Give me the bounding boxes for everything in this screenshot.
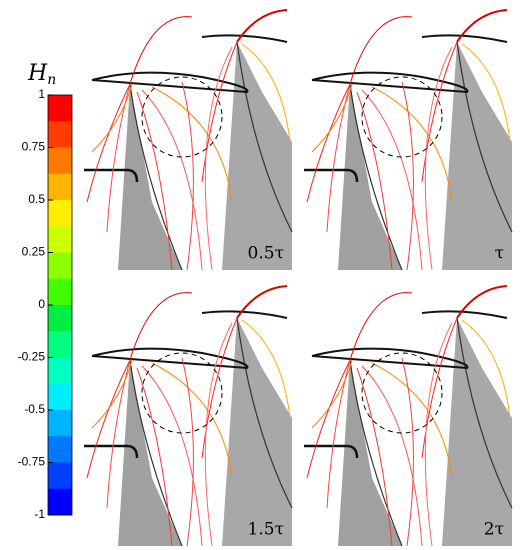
colorbar-symbol: H — [27, 61, 48, 86]
colorbar-band — [48, 95, 72, 122]
colorbar-subscript: n — [47, 72, 56, 88]
colorbar-tick-label: 0.75 — [22, 140, 46, 154]
panel-label: 1.5τ — [248, 520, 284, 540]
colorbar-tick-label: -0.5 — [24, 402, 45, 416]
colorbar-band — [48, 200, 72, 227]
panel-image — [80, 0, 294, 272]
colorbar-band — [48, 488, 72, 516]
colorbar-band — [48, 252, 72, 280]
colorbar-band — [48, 331, 72, 358]
colorbar-band — [48, 226, 72, 253]
panel-image — [80, 276, 294, 548]
colorbar-band — [48, 462, 72, 490]
colorbar-band — [48, 305, 72, 332]
panel: τ — [300, 0, 514, 272]
colorbar-band — [48, 410, 72, 437]
colorbar-band — [48, 383, 72, 411]
panel-label: 0.5τ — [248, 244, 284, 264]
colorbar-tick-label: 0.25 — [22, 245, 46, 259]
colorbar-band — [48, 173, 72, 201]
colorbar-tick-label: -0.25 — [18, 350, 46, 364]
colorbar-band — [48, 121, 72, 148]
colorbar-band — [48, 436, 72, 463]
colorbar-tick-label: 1 — [38, 87, 45, 101]
panel: 2τ — [300, 276, 514, 548]
panel: 1.5τ — [80, 276, 294, 548]
colorbar-tick-label: -1 — [34, 507, 45, 521]
panel: 0.5τ — [80, 0, 294, 272]
colorbar-title: Hn — [27, 61, 56, 88]
colorbar-band — [48, 147, 72, 175]
panel-image — [300, 0, 514, 272]
panel-image — [300, 276, 514, 548]
colorbar-tick-label: -0.75 — [18, 455, 46, 469]
panel-label: 2τ — [484, 520, 504, 540]
panel-label: τ — [495, 244, 504, 264]
colorbar-band — [48, 278, 72, 306]
colorbar-tick-label: 0.5 — [28, 192, 45, 206]
colorbar-tick-label: 0 — [38, 297, 45, 311]
colorbar-band — [48, 357, 72, 385]
